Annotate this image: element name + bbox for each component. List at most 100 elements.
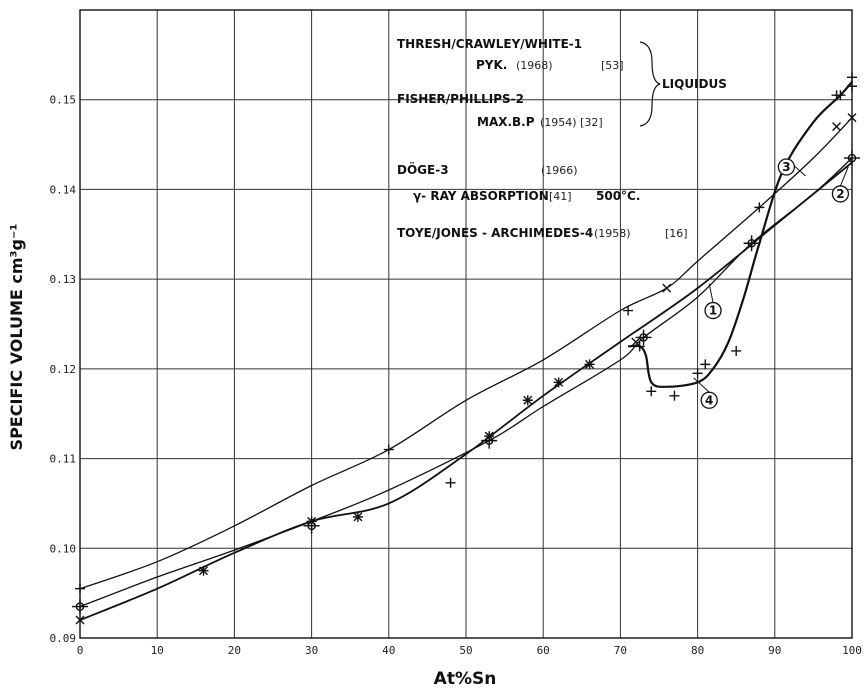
x-tick-label: 0 [77,644,84,657]
x-marker [307,516,317,526]
legend-entry-4-title: TOYE/JONES - ARCHIMEDES-4 [397,226,593,240]
callout-circle [700,391,718,409]
series-2-point [754,202,765,213]
x-marker [847,113,857,123]
x-tick-label: 50 [459,644,472,657]
legend-entry-3-title: DÖGE-3 [397,162,449,177]
series-4-line [628,81,853,388]
plus-marker [835,90,846,101]
y-tick-label: 0.11 [50,453,77,466]
x-marker [832,122,842,132]
x-marker [484,431,494,441]
series-4-point [669,390,680,401]
cross-hair [635,329,652,346]
series-4-point [700,359,711,370]
series-3-point [484,431,494,441]
legend-entry-3-year: (1966) [541,164,578,177]
series-4-point [731,345,742,356]
series-3-line [79,161,853,621]
y-tick-label: 0.14 [50,183,77,196]
y-tick-label: 0.13 [50,273,77,286]
callout-label: 4 [705,393,713,407]
x-tick-label: 80 [691,644,704,657]
series-4-point [835,90,846,101]
legend: THRESH/CRAWLEY/WHITE-1 PYK. (1968) [53] … [397,37,727,240]
series-3-point [307,516,317,526]
legend-entry-1-title: THRESH/CRAWLEY/WHITE-1 [397,37,582,51]
curves [79,81,853,621]
x-axis-label: At%Sn [434,669,497,689]
series-3-point [847,113,857,123]
callout-leader [839,166,849,187]
legend-entry-2-title: FISHER/PHILLIPS-2 [397,92,524,106]
plus-marker [383,444,394,455]
markers [72,72,860,625]
series-1-point [635,329,652,346]
plus-marker [692,368,703,379]
callout-circle [777,158,796,176]
series-3-point [75,615,85,625]
plus-marker [623,305,634,316]
series-3-point [832,122,842,132]
plus-marker [847,81,857,92]
x-tick-label: 10 [151,644,164,657]
legend-entry-2-method: MAX.B.P [477,115,535,129]
series-2-point [75,583,85,594]
x-marker [353,512,363,522]
plus-marker [669,390,680,401]
x-tick-label: 90 [768,644,781,657]
cross-hair [72,598,88,615]
y-tick-label: 0.09 [50,632,77,645]
legend-entry-4-year: (1958) [594,227,631,240]
x-marker [75,615,85,625]
series-1-point [72,598,88,615]
callout-leader [708,283,714,303]
plus-marker [445,477,456,488]
callout-circle [704,301,722,320]
x-marker [662,283,672,293]
plus-marker [731,345,742,356]
legend-entry-3-ref: [41] [549,190,572,203]
x-marker [631,337,641,347]
x-marker [585,359,595,369]
series-4-point [692,368,703,379]
legend-liquidus-label: LIQUIDUS [662,77,727,91]
series-2-line [79,117,853,590]
legend-entry-3-temperature: 500°C. [596,189,640,203]
x-tick-label: 70 [614,644,627,657]
callout-2: 2 [831,166,850,203]
x-tick-label: 20 [228,644,241,657]
legend-entry-3-method: γ- RAY ABSORPTION [413,189,549,203]
plus-marker [646,386,657,397]
callout-leader [693,377,710,393]
callout-label: 1 [709,304,717,318]
series-2-point [445,477,456,488]
series-3-point [199,566,209,576]
series-4-point [646,386,657,397]
legend-entry-1-method: PYK. [476,58,507,72]
callout-label: 3 [782,160,790,174]
series-3-point [585,359,595,369]
y-tick-label: 0.15 [50,94,77,107]
legend-entry-4-ref: [16] [665,227,688,240]
y-tick-label: 0.12 [50,363,77,376]
callouts: 1 2 3 4 [693,158,850,409]
x-marker [523,395,533,405]
plus-marker [754,202,765,213]
legend-entry-1-ref: [53] [601,59,624,72]
x-tick-label: 40 [382,644,395,657]
plus-marker [700,359,711,370]
x-tick-label: 100 [842,644,862,657]
axes: 0 10 20 30 40 50 60 70 80 90 100 0.09 0.10 0.11 0.12 0.… [50,9,862,657]
series-3-point [353,512,363,522]
callout-1: 1 [704,283,722,320]
cross-hair [743,235,760,252]
plus-marker [847,72,857,83]
series-1-point [844,150,860,167]
x-marker [199,566,209,576]
series-4-point [847,81,857,92]
plus-marker [75,583,85,594]
series-2-point [383,444,394,455]
plot-frame [79,9,853,639]
